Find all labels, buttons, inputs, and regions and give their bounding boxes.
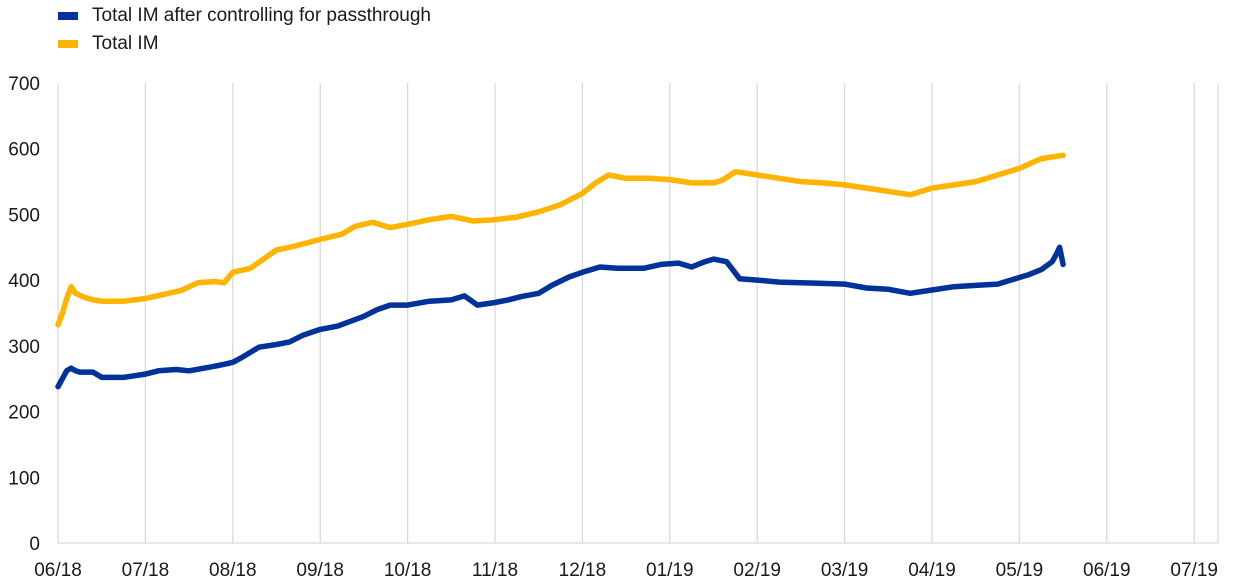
y-axis-labels: 0 100 200 300 400 500 600 700 [8,74,40,555]
x-tick-label-3: 09/18 [296,560,344,581]
x-tick-label-10: 04/19 [908,560,956,581]
legend-swatch-series-1 [58,12,78,20]
x-tick-label-5: 11/18 [472,560,518,581]
x-tick-label-0: 06/18 [34,560,82,581]
x-tick-label-12: 06/19 [1083,560,1131,581]
x-tick-label-6: 12/18 [559,560,607,581]
y-tick-label-0: 0 [29,534,40,555]
y-tick-label-5: 500 [8,205,40,226]
legend-item-series-2: Total IM [58,33,159,55]
legend-item-series-1: Total IM after controlling for passthrou… [58,5,431,27]
x-tick-label-4: 10/18 [384,560,432,581]
x-tick-label-1: 07/18 [122,560,170,581]
x-tick-label-11: 05/19 [996,560,1044,581]
legend-swatch-series-2 [58,40,78,48]
y-tick-label-3: 300 [8,337,40,358]
y-tick-label-1: 100 [8,468,40,489]
x-tick-label-13: 07/19 [1170,560,1218,581]
gridlines [57,83,1219,543]
series-line-2 [55,152,1066,328]
y-tick-label-6: 600 [8,140,40,161]
legend-label-series-1: Total IM after controlling for passthrou… [92,5,432,26]
x-tick-label-2: 08/18 [209,560,257,581]
x-tick-label-8: 02/19 [733,560,781,581]
x-tick-label-9: 03/19 [821,560,869,581]
y-tick-label-4: 400 [8,271,40,292]
y-tick-label-7: 700 [8,74,40,95]
series-line-1 [55,244,1066,390]
y-tick-label-2: 200 [8,403,40,424]
legend-label-series-2: Total IM [92,33,159,54]
x-tick-label-7: 01/19 [646,560,694,581]
x-axis-labels: 06/18 07/18 08/18 09/18 10/18 11/18 12/18 01/19… [34,560,1218,581]
